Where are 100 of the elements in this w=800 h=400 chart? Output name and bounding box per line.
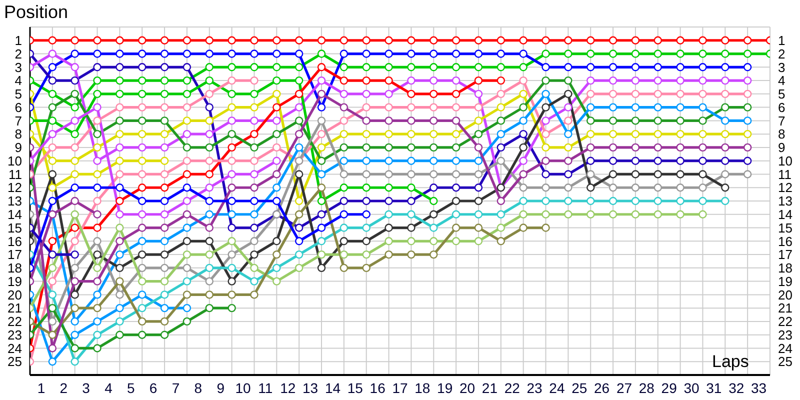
y-tick-label: 24 xyxy=(8,340,22,356)
point xyxy=(93,317,102,326)
point xyxy=(564,50,572,58)
point xyxy=(70,196,79,206)
point xyxy=(430,210,438,218)
point xyxy=(228,130,236,138)
point xyxy=(228,116,236,125)
x-tick-label: 20 xyxy=(459,380,476,396)
point xyxy=(116,90,124,98)
point xyxy=(116,290,124,299)
x-tick-label: 7 xyxy=(172,380,180,396)
point xyxy=(564,36,572,44)
y2-tick-label: 24 xyxy=(778,340,792,356)
point xyxy=(340,50,348,58)
point xyxy=(250,36,258,44)
point xyxy=(160,224,169,232)
point xyxy=(160,130,169,138)
point xyxy=(362,237,370,246)
point xyxy=(698,196,707,206)
point xyxy=(182,196,192,206)
point xyxy=(138,103,146,112)
point xyxy=(205,250,214,259)
point xyxy=(430,156,438,165)
point xyxy=(182,116,192,125)
point xyxy=(698,143,707,152)
x-tick-label: 30 xyxy=(684,380,700,396)
point xyxy=(407,237,416,246)
x-tick-label: 29 xyxy=(661,380,678,396)
point xyxy=(676,130,684,138)
point xyxy=(384,224,393,232)
x-tick-label: 25 xyxy=(572,380,588,396)
point xyxy=(542,63,550,72)
point xyxy=(93,184,102,192)
point xyxy=(384,50,393,58)
point xyxy=(205,116,214,125)
point xyxy=(138,264,146,272)
point xyxy=(250,277,258,286)
x-tick-label: 6 xyxy=(149,380,158,396)
y2-tick-label: 4 xyxy=(778,73,786,88)
point xyxy=(317,184,326,192)
point xyxy=(519,76,528,85)
point xyxy=(340,196,348,206)
point xyxy=(340,103,348,112)
point xyxy=(182,210,192,218)
point xyxy=(586,116,595,125)
point xyxy=(93,277,102,286)
y-tick-label: 16 xyxy=(8,234,22,249)
y-tick-label: 13 xyxy=(8,194,22,209)
y-tick-label: 12 xyxy=(8,180,22,196)
point xyxy=(160,250,169,259)
point xyxy=(205,210,214,218)
point xyxy=(721,130,730,138)
point xyxy=(138,90,146,98)
point xyxy=(160,103,169,112)
point xyxy=(362,36,370,44)
point xyxy=(407,210,416,218)
point xyxy=(452,116,460,125)
point xyxy=(48,76,57,85)
point xyxy=(317,116,326,125)
point xyxy=(474,116,483,125)
point xyxy=(384,116,393,125)
point xyxy=(496,50,506,58)
y-tick-label: 20 xyxy=(8,287,22,302)
point xyxy=(272,143,281,152)
point xyxy=(160,196,169,206)
point xyxy=(496,143,506,152)
point xyxy=(564,156,572,165)
point xyxy=(608,170,618,178)
point xyxy=(676,143,684,152)
point xyxy=(93,250,102,259)
point xyxy=(676,90,684,98)
y2-tick-label: 14 xyxy=(778,207,792,222)
point xyxy=(317,50,326,58)
point xyxy=(542,184,550,192)
point xyxy=(698,36,707,44)
point xyxy=(586,76,595,85)
point xyxy=(631,156,640,165)
point xyxy=(138,304,146,312)
point xyxy=(48,50,57,58)
point xyxy=(407,156,416,165)
point xyxy=(430,90,438,98)
point xyxy=(48,63,57,72)
point xyxy=(542,143,550,152)
point xyxy=(93,90,102,98)
y-axis-title: Position xyxy=(4,2,68,23)
point xyxy=(721,170,730,178)
point xyxy=(654,130,662,138)
point xyxy=(205,264,214,272)
point xyxy=(362,90,370,98)
point xyxy=(205,50,214,58)
point xyxy=(340,116,348,125)
point xyxy=(452,36,460,44)
point xyxy=(272,103,281,112)
point xyxy=(93,196,102,206)
point xyxy=(362,103,370,112)
point xyxy=(430,184,438,192)
point xyxy=(160,317,169,326)
point xyxy=(608,36,618,44)
point xyxy=(542,130,550,138)
point xyxy=(272,170,281,178)
